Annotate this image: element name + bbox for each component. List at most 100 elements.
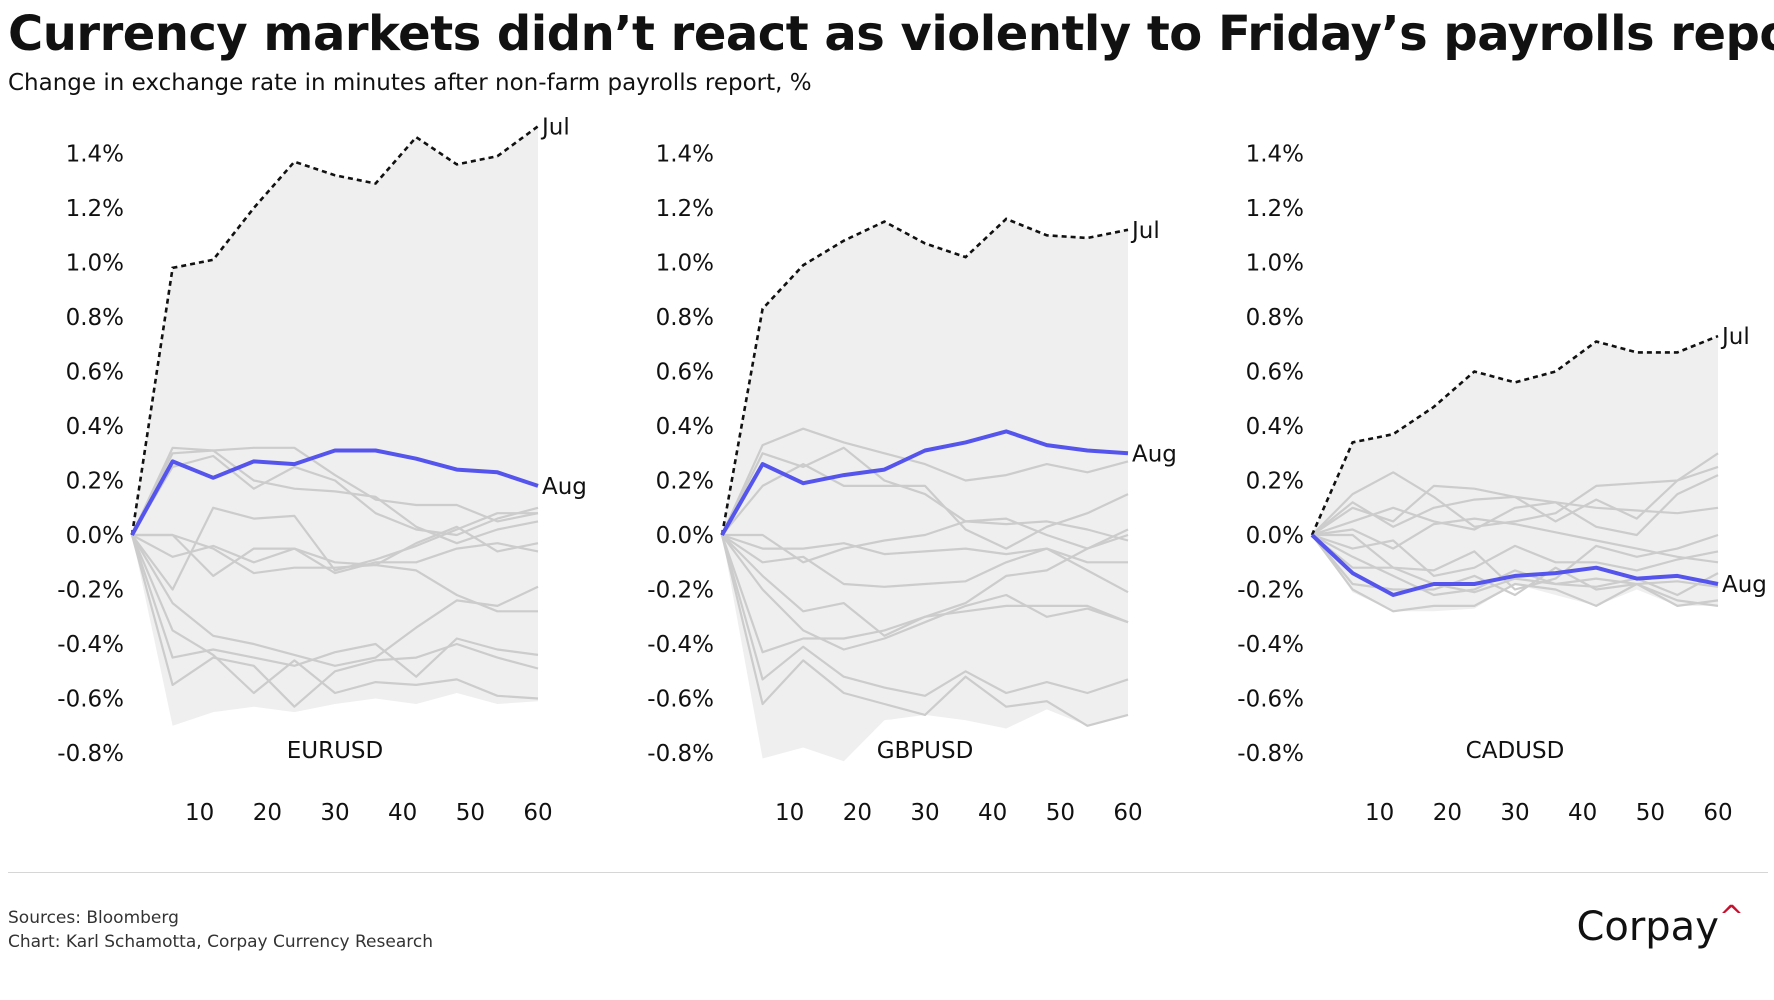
gbpusd-background-series-line [720,427,1129,536]
eurusd-x-tick-label: 50 [456,800,485,826]
gbpusd-background-series-line [721,534,1129,594]
cadusd-y-tick-label: 0.8% [1246,305,1304,331]
cadusd-x-tick-label: 40 [1568,800,1597,826]
sources-note: Sources: Bloomberg [8,908,179,928]
cadusd-x-tick-label: 10 [1365,800,1394,826]
gbpusd-y-tick-label: -0.2% [647,578,714,604]
cadusd-y-tick-label: -0.8% [1237,741,1304,767]
cadusd-x-tick-label: 20 [1433,800,1462,826]
gbpusd-background-series-line [720,534,1129,654]
gbpusd-panel-label: GBPUSD [877,738,974,764]
eurusd-y-tick-label: -0.8% [57,741,124,767]
gbpusd-background-series-line [720,534,1129,697]
eurusd-background-series-line [132,525,539,577]
chart-credit: Chart: Karl Schamotta, Corpay Currency R… [8,932,433,952]
gbpusd-aug-end-label: Aug [1132,441,1177,467]
gbpusd-y-tick-label: -0.6% [647,687,714,713]
gbpusd-jul-end-label: Jul [1130,218,1160,244]
eurusd-y-tick-label: 1.0% [66,251,124,277]
cadusd-background-series-line [1311,533,1719,577]
cadusd-y-tick-label: 1.2% [1246,196,1304,222]
cadusd-y-tick-label: -0.6% [1237,687,1304,713]
chart-title: Currency markets didn’t react as violent… [8,6,1774,62]
cadusd-x-tick-label: 50 [1636,800,1665,826]
eurusd-background-series-line [130,534,539,700]
eurusd-x-tick-label: 30 [320,800,349,826]
cadusd-background-series-line [1311,495,1719,536]
cadusd-range-band [1312,336,1718,612]
cadusd-background-series-line [1311,534,1719,597]
gbpusd-x-tick-label: 40 [978,800,1007,826]
cadusd-jul-end-label: Jul [1720,324,1750,350]
eurusd-background-series-line [131,534,539,575]
gbpusd-y-tick-label: 0.6% [656,360,714,386]
cadusd-y-tick-label: 0.0% [1246,523,1304,549]
small-multiples-chart: -0.8% -0.6% -0.4% -0.2% 0.0% 0.2% 0.4% 0.6% 0.8%… [57,114,1767,827]
gbpusd-panel: -0.8% -0.6% -0.4% -0.2% 0.0% 0.2% 0.4% 0.6% 0.8%… [647,142,1177,827]
eurusd-aug-end-label: Aug [542,474,587,500]
gbpusd-x-tick-label: 30 [910,800,939,826]
eurusd-background-series-line [131,506,538,591]
gbpusd-aug-series-line [720,429,1129,536]
eurusd-x-tick-label: 10 [185,800,214,826]
eurusd-y-tick-label: 0.0% [66,523,124,549]
cadusd-panel: -0.8% -0.6% -0.4% -0.2% 0.0% 0.2% 0.4% 0.6% 0.8%… [1237,142,1767,827]
gbpusd-y-tick-label: 0.4% [656,414,714,440]
eurusd-y-tick-label: 0.8% [66,305,124,331]
gbpusd-y-tick-label: -0.4% [647,632,714,658]
eurusd-background-series-line [131,534,539,667]
cadusd-panel-label: CADUSD [1466,738,1565,764]
eurusd-background-series-line [130,534,539,678]
cadusd-jul-series-line [1310,334,1719,536]
eurusd-jul-series-line [130,125,539,536]
eurusd-y-tick-label: -0.4% [57,632,124,658]
cadusd-background-series-line [1311,534,1719,613]
eurusd-background-series-line [131,449,539,545]
eurusd-jul-end-label: Jul [540,114,570,140]
cadusd-background-series-line [1311,452,1719,536]
eurusd-y-tick-label: 0.6% [66,360,124,386]
gbpusd-background-series-line [721,463,1129,550]
cadusd-y-tick-label: -0.4% [1237,632,1304,658]
gbpusd-y-tick-label: 0.0% [656,523,714,549]
eurusd-y-tick-label: 0.2% [66,469,124,495]
gbpusd-y-tick-label: 0.2% [656,469,714,495]
cadusd-y-tick-label: 0.6% [1246,360,1304,386]
eurusd-x-tick-label: 40 [388,800,417,826]
cadusd-x-tick-label: 30 [1500,800,1529,826]
gbpusd-y-tick-label: 1.4% [656,142,714,168]
gbpusd-x-tick-label: 10 [775,800,804,826]
eurusd-x-tick-label: 60 [523,800,552,826]
cadusd-y-tick-label: 0.4% [1246,414,1304,440]
gbpusd-x-tick-label: 20 [843,800,872,826]
gbpusd-background-series-line [721,446,1129,550]
gbpusd-background-series-line [721,533,1128,564]
logo-caret-icon: ^ [1718,900,1744,935]
cadusd-y-tick-label: 1.4% [1246,142,1304,168]
gbpusd-background-series-line [722,520,1129,564]
eurusd-aug-series-line [130,448,539,536]
gbpusd-background-series-line [721,534,1129,651]
gbpusd-y-tick-label: -0.8% [647,741,714,767]
cadusd-y-tick-label: 0.2% [1246,469,1304,495]
corpay-logo: Corpay^ [1576,900,1744,950]
gbpusd-y-tick-label: 1.0% [656,251,714,277]
gbpusd-y-tick-label: 1.2% [656,196,714,222]
cadusd-aug-end-label: Aug [1722,572,1767,598]
cadusd-background-series-line [1311,474,1719,537]
eurusd-background-series-line [130,534,539,708]
eurusd-panel: -0.8% -0.6% -0.4% -0.2% 0.0% 0.2% 0.4% 0.6% 0.8%… [57,114,587,826]
gbpusd-background-series-line [720,534,1129,727]
cadusd-y-tick-label: 1.0% [1246,251,1304,277]
cadusd-background-series-line [1312,533,1719,591]
gbpusd-y-tick-label: 0.8% [656,305,714,331]
eurusd-y-tick-label: 0.4% [66,414,124,440]
eurusd-background-series-line [132,533,538,613]
eurusd-y-tick-label: -0.6% [57,687,124,713]
eurusd-range-band [132,126,538,726]
eurusd-y-tick-label: 1.2% [66,196,124,222]
gbpusd-x-tick-label: 60 [1113,800,1142,826]
cadusd-y-tick-label: -0.2% [1237,578,1304,604]
eurusd-y-tick-label: 1.4% [66,142,124,168]
chart-subtitle: Change in exchange rate in minutes after… [8,70,812,96]
